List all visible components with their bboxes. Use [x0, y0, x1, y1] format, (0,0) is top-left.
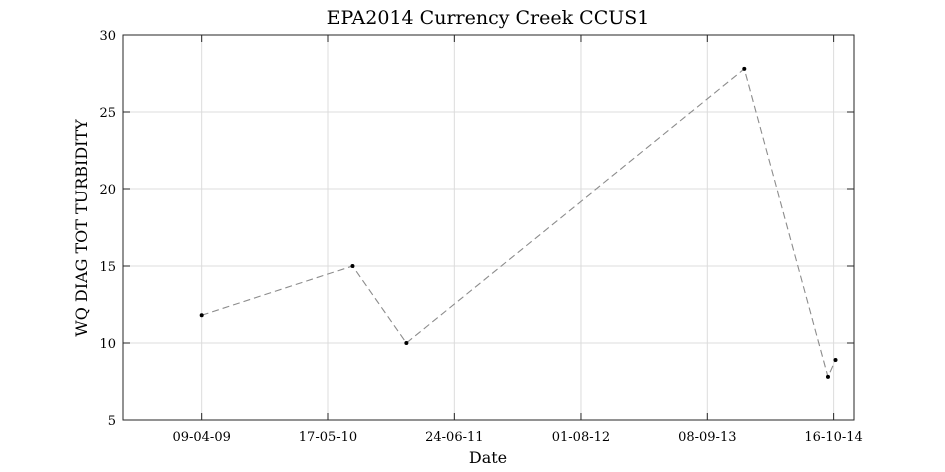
x-axis-label: Date [469, 448, 507, 467]
y-tick-label: 20 [99, 183, 116, 198]
y-axis-label: WQ DIAG TOT TURBIDITY [72, 119, 91, 337]
tick-layer: 09-04-09 17-05-10 24-06-11 01-08-12 08-09-13… [99, 29, 862, 445]
y-tick-label: 5 [108, 414, 116, 429]
x-tick-label: 17-05-10 [299, 430, 357, 445]
data-point [404, 341, 409, 345]
x-tick-label: 16-10-14 [804, 430, 862, 445]
y-tick-label: 30 [99, 29, 116, 44]
plot-frame [122, 34, 855, 421]
chart-title: EPA2014 Currency Creek CCUS1 [327, 7, 650, 29]
data-point [742, 66, 747, 71]
data-point [825, 374, 830, 379]
y-tick-label: 25 [99, 106, 116, 121]
x-tick-label: 09-04-09 [172, 430, 230, 445]
series-layer [199, 66, 838, 379]
y-tick-label: 10 [99, 337, 116, 352]
y-tick-label: 15 [99, 260, 116, 275]
x-tick-label: 08-09-13 [678, 430, 736, 445]
data-point [833, 357, 838, 362]
x-tick-label: 01-08-12 [552, 430, 610, 445]
data-point [350, 264, 355, 268]
grid-layer [123, 34, 854, 421]
data-point [199, 313, 204, 318]
x-tick-label: 24-06-11 [425, 430, 483, 445]
series-line [201, 67, 837, 379]
